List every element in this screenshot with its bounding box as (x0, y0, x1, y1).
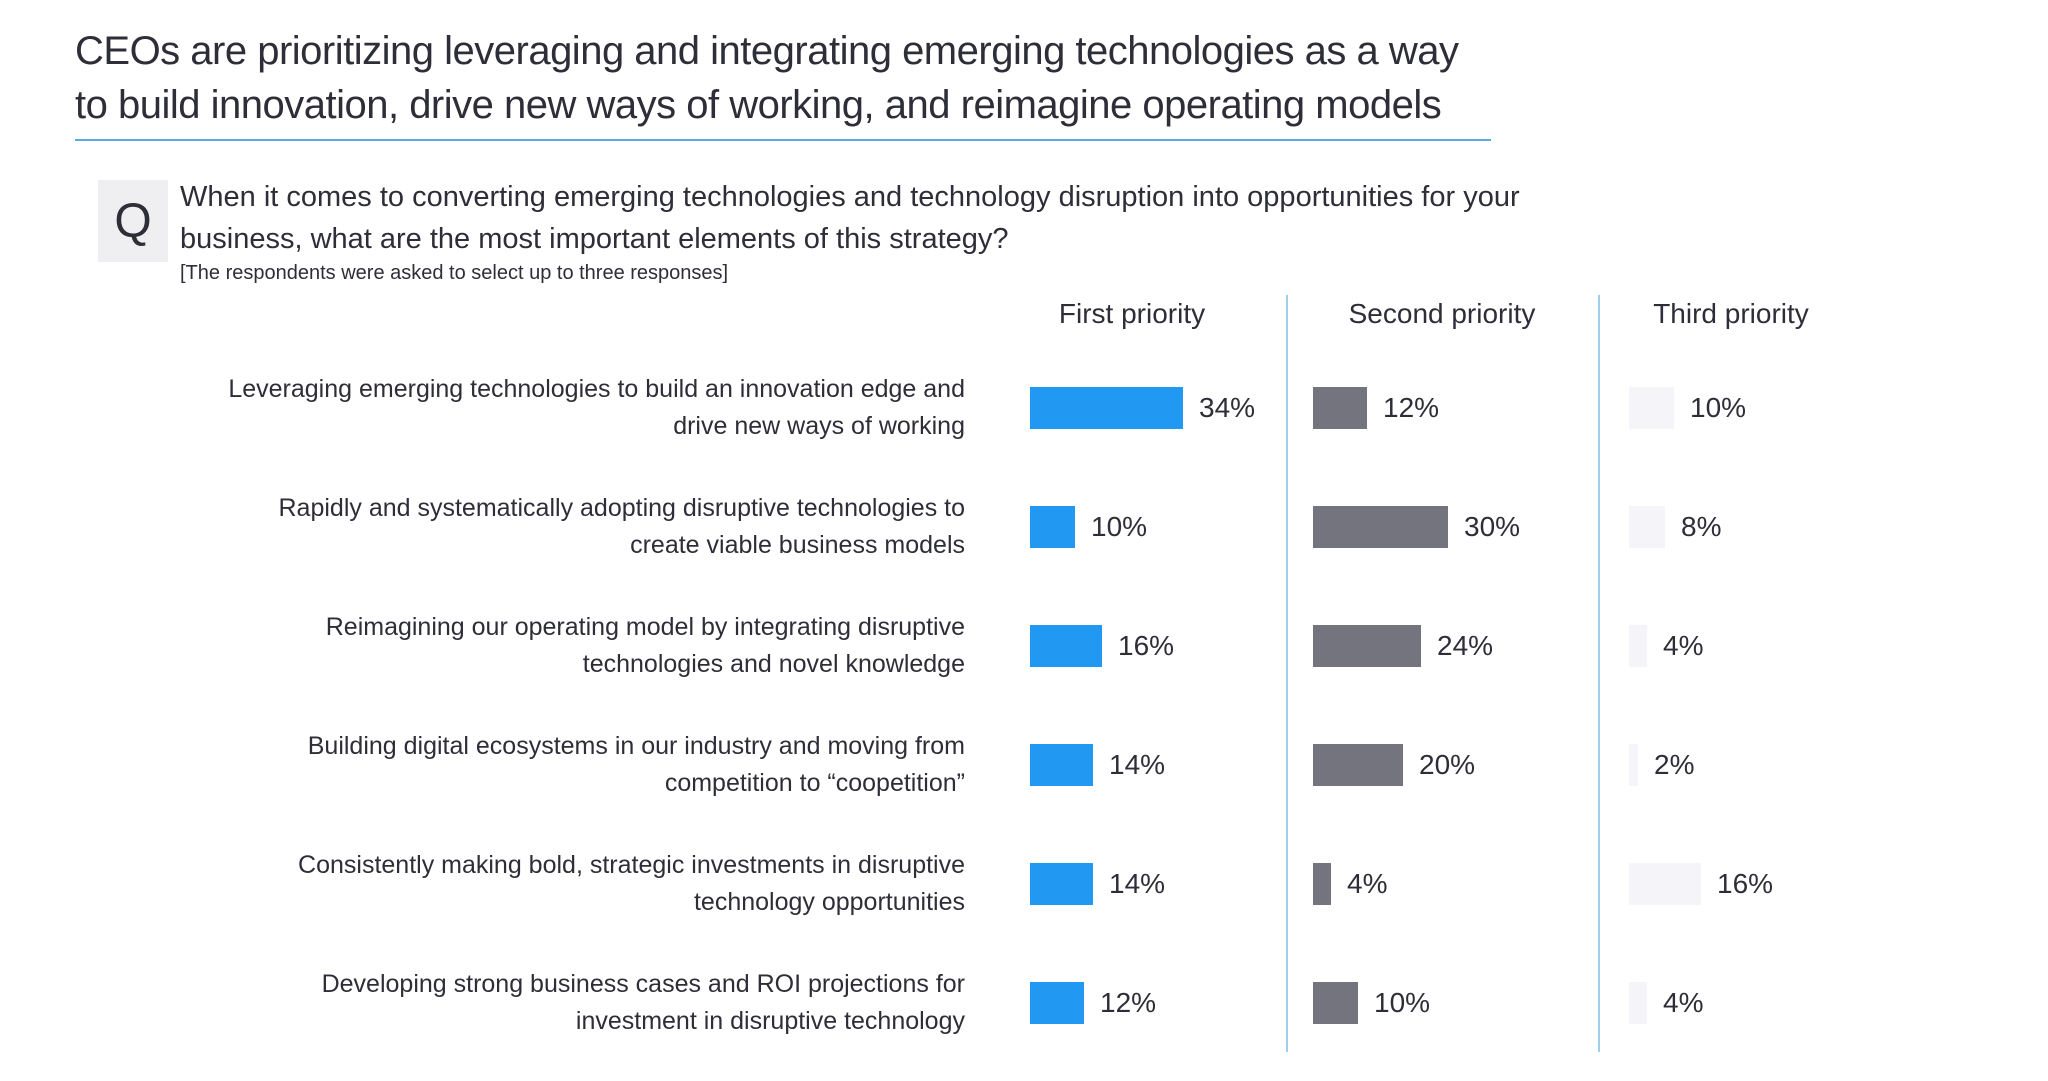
chart-row: Consistently making bold, strategic inve… (0, 824, 2048, 943)
bar-second-priority (1313, 386, 1367, 429)
bar-cell-first-priority: 34% (965, 386, 1286, 429)
bar-second-priority (1313, 505, 1448, 548)
row-label-text: Leveraging emerging technologies to buil… (228, 374, 965, 440)
bar-value-label: 20% (1419, 748, 1476, 780)
bar-value-label: 10% (1091, 510, 1148, 542)
bar-cell-second-priority: 12% (1286, 386, 1598, 429)
question-line-2: business, what are the most important el… (180, 223, 1009, 255)
bar-first-priority (1030, 624, 1102, 667)
page-title: CEOs are prioritizing leveraging and int… (75, 24, 1635, 132)
bar-value-label: 34% (1199, 391, 1256, 423)
bar-cell-second-priority: 30% (1286, 505, 1598, 548)
bar-value-label: 12% (1383, 391, 1440, 423)
row-label: Leveraging emerging technologies to buil… (0, 371, 965, 445)
bar-value-label: 8% (1681, 510, 1722, 542)
bar-cell-first-priority: 16% (965, 624, 1286, 667)
bar-third-priority (1629, 386, 1674, 429)
column-divider-1 (1286, 295, 1288, 1052)
bar-value-label: 30% (1464, 510, 1521, 542)
bar-first-priority (1030, 862, 1093, 905)
page-title-line-2: to build innovation, drive new ways of w… (75, 83, 1442, 127)
bar-third-priority (1629, 862, 1701, 905)
bar-cell-second-priority: 4% (1286, 862, 1598, 905)
bar-value-label: 10% (1690, 391, 1747, 423)
bar-cell-first-priority: 12% (965, 981, 1286, 1024)
column-divider-2 (1598, 295, 1600, 1052)
row-label: Consistently making bold, strategic inve… (0, 847, 965, 921)
row-label: Developing strong business cases and ROI… (0, 966, 965, 1040)
chart-rows: Leveraging emerging technologies to buil… (0, 348, 2048, 1062)
row-label-text: Building digital ecosystems in our indus… (307, 731, 965, 797)
column-header-third-priority: Third priority (1653, 298, 1809, 329)
page-title-line-1: CEOs are prioritizing leveraging and int… (75, 29, 1459, 73)
bar-cell-first-priority: 14% (965, 743, 1286, 786)
chart-row: Building digital ecosystems in our indus… (0, 705, 2048, 824)
bar-cell-third-priority: 4% (1598, 624, 2048, 667)
title-underline (75, 139, 1491, 141)
row-label: Reimagining our operating model by integ… (0, 609, 965, 683)
bar-cell-third-priority: 16% (1598, 862, 2048, 905)
row-label-text: Developing strong business cases and ROI… (321, 969, 965, 1035)
bar-cell-third-priority: 10% (1598, 386, 2048, 429)
column-header-first-priority: First priority (1058, 298, 1206, 329)
row-label: Rapidly and systematically adopting disr… (0, 490, 966, 564)
bar-cell-second-priority: 24% (1286, 624, 1598, 667)
bar-third-priority (1629, 743, 1638, 786)
chart-row: Leveraging emerging technologies to buil… (0, 348, 2048, 467)
bar-first-priority (1030, 981, 1084, 1024)
bar-value-label: 16% (1118, 629, 1175, 661)
bar-value-label: 16% (1717, 867, 1774, 899)
column-header-second-priority: Second priority (1348, 298, 1536, 329)
bar-value-label: 14% (1109, 748, 1166, 780)
bar-value-label: 24% (1437, 629, 1494, 661)
bar-cell-third-priority: 8% (1598, 505, 2048, 548)
question-line-1: When it comes to converting emerging tec… (180, 181, 1520, 213)
bar-third-priority (1629, 981, 1647, 1024)
bar-second-priority (1313, 743, 1403, 786)
chart-row: Rapidly and systematically adopting disr… (0, 467, 2048, 586)
bar-value-label: 2% (1654, 748, 1695, 780)
bar-value-label: 14% (1109, 867, 1166, 899)
bar-value-label: 12% (1100, 986, 1157, 1018)
bar-cell-first-priority: 14% (965, 862, 1286, 905)
bar-second-priority (1313, 862, 1331, 905)
bar-value-label: 4% (1663, 629, 1704, 661)
question-note: [The respondents were asked to select up… (180, 262, 729, 284)
bar-third-priority (1629, 624, 1647, 667)
bar-value-label: 4% (1663, 986, 1704, 1018)
chart-row: Developing strong business cases and ROI… (0, 943, 2048, 1062)
question-badge: Q (98, 180, 168, 262)
bar-first-priority (1030, 386, 1183, 429)
row-label-text: Rapidly and systematically adopting disr… (278, 493, 966, 559)
bar-cell-second-priority: 20% (1286, 743, 1598, 786)
question-badge-letter: Q (114, 194, 152, 248)
bar-second-priority (1313, 624, 1421, 667)
row-label-text: Consistently making bold, strategic inve… (298, 850, 965, 916)
row-label: Building digital ecosystems in our indus… (0, 728, 965, 802)
bar-first-priority (1030, 505, 1075, 548)
row-label-text: Reimagining our operating model by integ… (325, 612, 965, 678)
bar-cell-third-priority: 2% (1598, 743, 2048, 786)
bar-first-priority (1030, 743, 1093, 786)
bar-value-label: 10% (1374, 986, 1431, 1018)
bar-third-priority (1629, 505, 1665, 548)
chart-row: Reimagining our operating model by integ… (0, 586, 2048, 705)
bar-cell-first-priority: 10% (965, 505, 1286, 548)
bar-value-label: 4% (1347, 867, 1388, 899)
bar-second-priority (1313, 981, 1358, 1024)
bar-cell-second-priority: 10% (1286, 981, 1598, 1024)
bar-cell-third-priority: 4% (1598, 981, 2048, 1024)
question-text: When it comes to converting emerging tec… (180, 176, 1620, 260)
